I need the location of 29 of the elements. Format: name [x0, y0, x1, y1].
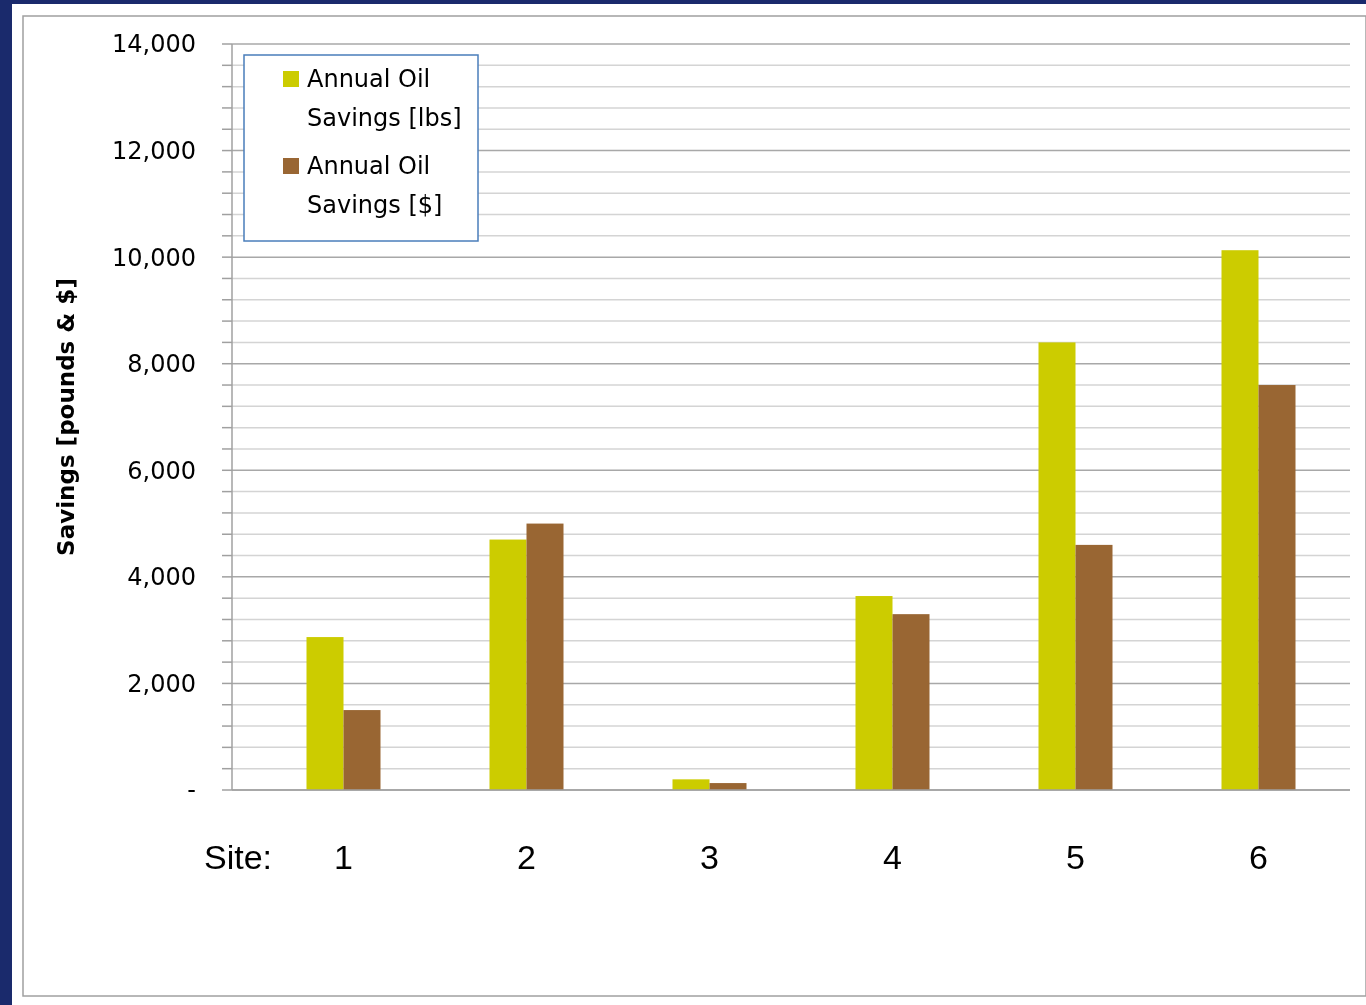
bar — [1038, 342, 1076, 790]
y-tick-label: 8,000 — [127, 350, 196, 379]
bar — [1221, 250, 1259, 790]
y-tick-label: 2,000 — [127, 669, 196, 698]
y-tick-label: 12,000 — [112, 136, 196, 165]
x-tick-label: 1 — [334, 837, 353, 876]
bar — [526, 523, 564, 790]
bar — [855, 596, 893, 790]
y-tick-label: 10,000 — [112, 243, 196, 272]
x-tick-label: 2 — [517, 837, 536, 876]
x-axis-title: Site: — [203, 837, 273, 876]
bar — [1075, 544, 1113, 790]
bar — [672, 779, 710, 790]
bar — [892, 614, 930, 790]
legend-label: Annual Oil Savings [lbs] — [307, 65, 462, 133]
y-axis-title: Savings [pounds & $] — [53, 278, 79, 556]
y-tick-label: 6,000 — [127, 456, 196, 485]
y-tick-label: 14,000 — [112, 30, 196, 59]
bar — [489, 539, 527, 790]
bar — [343, 710, 381, 790]
x-tick-label: 6 — [1249, 837, 1268, 876]
y-tick-label: 4,000 — [127, 563, 196, 592]
x-tick-label: 4 — [883, 837, 902, 876]
legend-label: Annual Oil Savings [$] — [307, 152, 443, 220]
y-tick-label: - — [187, 776, 196, 805]
x-tick-label: 5 — [1066, 837, 1085, 876]
bar — [1258, 385, 1296, 790]
x-tick-label: 3 — [700, 837, 719, 876]
bar — [306, 637, 344, 790]
